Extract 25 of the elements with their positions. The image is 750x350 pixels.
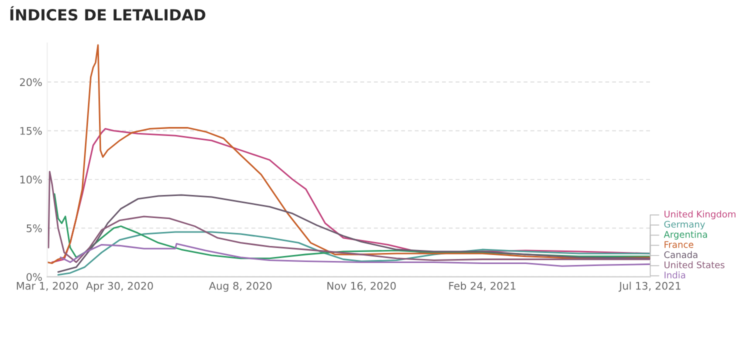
y-tick-label: 20% (20, 78, 42, 86)
line-series (48, 170, 650, 264)
text: Germany (664, 220, 705, 230)
y-tick-label: 10% (20, 176, 42, 184)
y-tick-label: 5% (26, 224, 42, 232)
x-tick-label: Feb 24, 2021 (449, 282, 516, 291)
line-series (57, 194, 650, 273)
series-label: France (664, 241, 694, 248)
y-tick-label: 0% (26, 273, 42, 281)
line-series (54, 193, 650, 260)
series-label: United States (664, 261, 724, 268)
line-series (47, 44, 650, 264)
text: United Kingdom (664, 210, 736, 220)
line-series (57, 231, 650, 276)
x-tick-label: Nov 16, 2020 (327, 282, 396, 291)
series-label: Canada (664, 251, 698, 258)
x-tick-label: Mar 1, 2020 (16, 282, 78, 291)
y-tick-label: 15% (20, 126, 42, 135)
chart-title: ÍNDICES DE LETALIDAD (10, 6, 206, 21)
text: Argentina (664, 230, 707, 240)
series-label: India (664, 271, 686, 278)
x-tick-label: Apr 30, 2020 (86, 282, 153, 292)
x-tick-label: Jul 13, 2021 (618, 282, 680, 292)
x-tick-label: Aug 8, 2020 (208, 282, 272, 292)
line-series (60, 242, 650, 267)
